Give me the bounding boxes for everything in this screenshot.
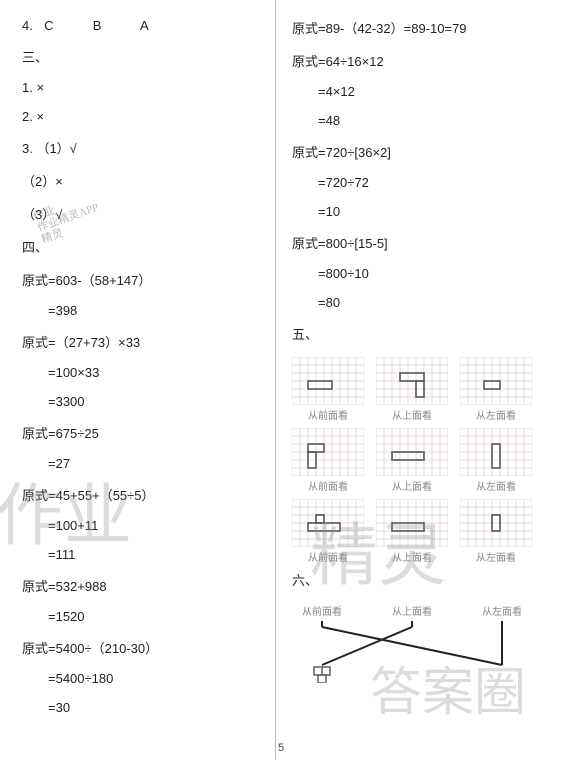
left-column: 4. C B A 三、 1. × 2. × 3. （1）√ （2）× （3）√ … [0, 0, 276, 760]
grid-cell-left: 从左面看 [460, 499, 532, 564]
eq1b: =398 [22, 303, 261, 318]
eq2a: 原式=（27+73）×33 [22, 332, 261, 351]
eq7a: 原式=89-（42-32）=89-10=79 [292, 18, 550, 37]
eq10b: =800÷10 [292, 266, 550, 281]
grid-caption: 从前面看 [292, 407, 364, 422]
eq9c: =10 [292, 204, 550, 219]
q4-label: 4. [22, 18, 33, 33]
q4-ans-0: C [44, 18, 53, 33]
eq10c: =80 [292, 295, 550, 310]
q4-line: 4. C B A [22, 18, 261, 33]
eq2b: =100×33 [22, 365, 261, 380]
grid-cell-top: 从上面看 [376, 499, 448, 564]
grid-svg [460, 428, 532, 476]
grid-svg [376, 357, 448, 405]
eq9a: 原式=720÷[36×2] [292, 142, 550, 161]
match-top-2: 从左面看 [482, 605, 522, 618]
grid-svg [292, 357, 364, 405]
grid-svg [376, 428, 448, 476]
grid-caption: 从左面看 [460, 549, 532, 564]
section-5-header: 五、 [292, 324, 550, 343]
judge-3b: （2）× [22, 171, 261, 190]
right-column: 原式=89-（42-32）=89-10=79 原式=64÷16×12 =4×12… [276, 0, 564, 760]
eq1a: 原式=603-（58+147） [22, 270, 261, 289]
eq8c: =48 [292, 113, 550, 128]
grid-caption: 从上面看 [376, 407, 448, 422]
grid-cell-left: 从左面看 [460, 428, 532, 493]
match-top-0: 从前面看 [302, 605, 342, 618]
eq6c: =30 [22, 700, 261, 715]
eq5b: =1520 [22, 609, 261, 624]
grid-caption: 从上面看 [376, 478, 448, 493]
grids-container: 从前面看从上面看从左面看从前面看从上面看从左面看从前面看从上面看从左面看 [292, 357, 550, 564]
grid-svg [292, 428, 364, 476]
match-diagram: 从前面看 从上面看 从左面看 [292, 603, 550, 683]
grid-cell-left: 从左面看 [460, 357, 532, 422]
grid-svg [376, 499, 448, 547]
match-top-1: 从上面看 [392, 605, 432, 618]
q4-ans-1: B [93, 18, 102, 33]
grid-caption: 从前面看 [292, 478, 364, 493]
judge-3a: 3. （1）√ [22, 138, 261, 157]
grid-cell-top: 从上面看 [376, 357, 448, 422]
eq4a: 原式=45+55+（55÷5） [22, 485, 261, 504]
eq6b: =5400÷180 [22, 671, 261, 686]
grids-row: 从前面看从上面看从左面看 [292, 357, 550, 422]
judge-1: 1. × [22, 80, 261, 95]
grid-caption: 从左面看 [460, 478, 532, 493]
grid-cell-front: 从前面看 [292, 357, 364, 422]
grid-cell-top: 从上面看 [376, 428, 448, 493]
eq9b: =720÷72 [292, 175, 550, 190]
grid-caption: 从前面看 [292, 549, 364, 564]
grid-caption: 从上面看 [376, 549, 448, 564]
q4-ans-2: A [140, 18, 149, 33]
match-svg: 从前面看 从上面看 从左面看 [292, 603, 542, 683]
eq8b: =4×12 [292, 84, 550, 99]
eq4c: =111 [22, 547, 261, 562]
grid-svg [292, 499, 364, 547]
eq8a: 原式=64÷16×12 [292, 51, 550, 70]
eq5a: 原式=532+988 [22, 576, 261, 595]
grids-row: 从前面看从上面看从左面看 [292, 499, 550, 564]
grid-cell-front: 从前面看 [292, 499, 364, 564]
judge-2: 2. × [22, 109, 261, 124]
grids-row: 从前面看从上面看从左面看 [292, 428, 550, 493]
section-6-header: 六、 [292, 570, 550, 589]
eq2c: =3300 [22, 394, 261, 409]
eq4b: =100+11 [22, 518, 261, 533]
grid-caption: 从左面看 [460, 407, 532, 422]
eq3a: 原式=675÷25 [22, 423, 261, 442]
grid-cell-front: 从前面看 [292, 428, 364, 493]
eq6a: 原式=5400÷（210-30） [22, 638, 261, 657]
eq3b: =27 [22, 456, 261, 471]
section-3-header: 三、 [22, 47, 261, 66]
grid-svg [460, 357, 532, 405]
grid-svg [460, 499, 532, 547]
eq10a: 原式=800÷[15-5] [292, 233, 550, 252]
page-number: 5 [278, 742, 284, 754]
